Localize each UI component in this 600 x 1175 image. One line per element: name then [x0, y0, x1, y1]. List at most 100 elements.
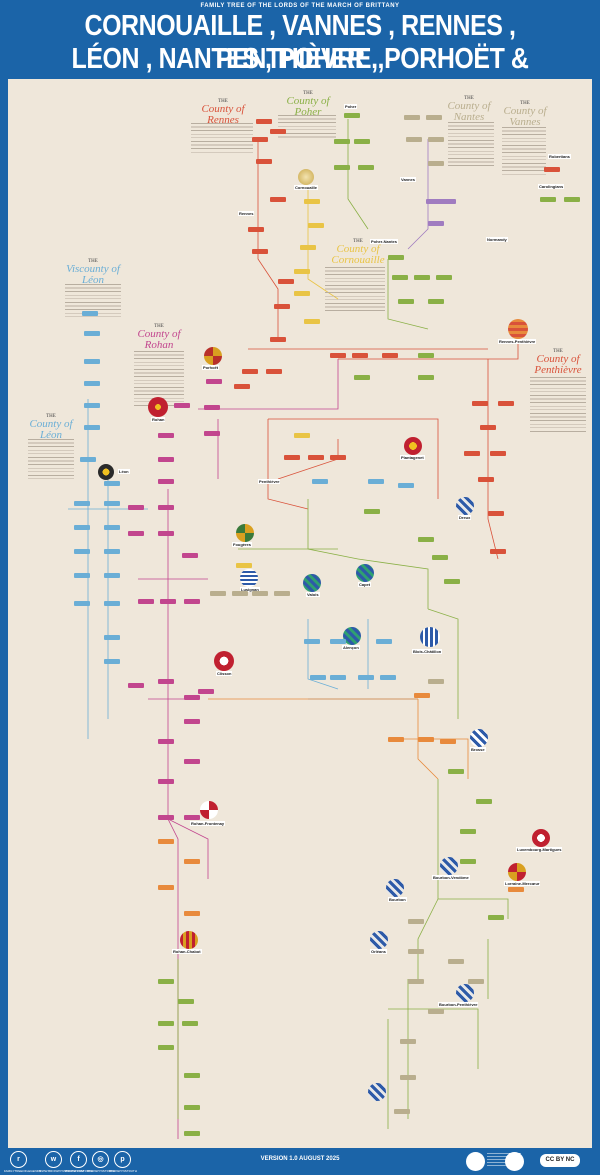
house-label-bourbon-penthievre: Bourbon-Penthièvre: [438, 1002, 479, 1007]
house-label-normandy: Normandy: [486, 237, 508, 242]
person-box: [184, 1105, 200, 1110]
person-box: [330, 455, 346, 460]
house-label-rohan-frontenay: Rohan-Frontenay: [190, 821, 226, 826]
instagram-icon[interactable]: ◎: [92, 1151, 109, 1168]
county-name: County of Rennes: [201, 103, 245, 126]
person-box: [270, 129, 286, 134]
person-box: [428, 221, 444, 226]
house-label-brosse: Brosse: [470, 747, 486, 752]
person-box: [376, 639, 392, 644]
person-box: [398, 483, 414, 488]
person-box: [184, 759, 200, 764]
person-box: [358, 165, 374, 170]
person-box: [74, 601, 90, 606]
county-the: THE: [46, 414, 56, 419]
brittany-branch-line: [267, 419, 309, 510]
person-box: [354, 139, 370, 144]
person-box: [270, 337, 286, 342]
person-box: [158, 679, 174, 684]
house-label-rennes: Rennes: [238, 211, 255, 216]
person-box: [428, 1009, 444, 1014]
person-box: [274, 591, 290, 596]
county-the: THE: [520, 101, 530, 106]
house-label-vannes: Vannes: [400, 177, 417, 182]
house-label-blois-chatillon: Blois-Châtillon: [412, 649, 443, 654]
person-box: [476, 799, 492, 804]
person-box: [432, 555, 448, 560]
person-box: [480, 425, 496, 430]
person-box: [472, 401, 488, 406]
pinterest-icon[interactable]: p: [114, 1151, 131, 1168]
dreux-line: [357, 558, 429, 609]
person-box: [84, 381, 100, 386]
person-box: [128, 683, 144, 688]
person-box: [158, 479, 174, 484]
website-icon[interactable]: w: [45, 1151, 62, 1168]
person-box: [74, 525, 90, 530]
county-description-penthievre: [530, 377, 586, 433]
house-label-porhoet: Porhoët: [202, 365, 220, 370]
county-label-rohan: THE County of Rohan: [134, 324, 184, 351]
person-box: [184, 1073, 200, 1078]
person-box: [330, 639, 346, 644]
person-box: [418, 737, 434, 742]
person-box: [232, 591, 248, 596]
house-label-carolingians: Carolingians: [538, 184, 565, 189]
person-box: [294, 291, 310, 296]
orleans-line: [388, 1008, 479, 1069]
person-box: [184, 815, 200, 820]
person-box: [158, 885, 174, 890]
poster-header: FAMILY TREE OF THE LORDS OF THE MARCH OF…: [0, 0, 600, 108]
person-box: [382, 353, 398, 358]
person-box: [266, 369, 282, 374]
person-box: [444, 579, 460, 584]
facebook-icon[interactable]: f: [70, 1151, 87, 1168]
person-box: [428, 137, 444, 142]
person-box: [184, 859, 200, 864]
person-box: [234, 384, 250, 389]
person-box: [330, 353, 346, 358]
person-box: [564, 197, 580, 202]
county-label-vannes: THE County of Vannes: [500, 101, 550, 128]
blois-line: [417, 699, 439, 780]
person-box: [158, 979, 174, 984]
house-label-dreux: Dreux: [458, 515, 472, 520]
person-box: [304, 639, 320, 644]
coat-of-arms-bourbon-vendome: [440, 857, 458, 875]
reddit-icon[interactable]: r: [10, 1151, 27, 1168]
badge-icon: [466, 1152, 485, 1171]
person-box: [448, 959, 464, 964]
person-box: [508, 887, 524, 892]
person-box: [284, 455, 300, 460]
person-box: [490, 549, 506, 554]
person-box: [428, 161, 444, 166]
family-tree-canvas: THE County of Rennes THE County of Poher…: [8, 79, 592, 1148]
coat-of-arms-luxembourg-martigues: [532, 829, 550, 847]
county-label-viscounty-leon: THE Viscounty of Léon: [63, 259, 123, 286]
person-box: [460, 829, 476, 834]
county-name: County of Vannes: [503, 105, 547, 128]
person-box: [82, 311, 98, 316]
county-label-nantes: THE County of Nantes: [444, 96, 494, 123]
person-box: [344, 113, 360, 118]
penthievre-link-line: [338, 339, 519, 360]
person-box: [182, 553, 198, 558]
person-box: [158, 1021, 174, 1026]
person-box: [478, 477, 494, 482]
person-box: [408, 979, 424, 984]
person-box: [184, 695, 200, 700]
porhoet-line: [198, 359, 339, 410]
person-box: [158, 505, 174, 510]
house-label-clisson: Clisson: [216, 671, 233, 676]
person-box: [158, 779, 174, 784]
house-label-plantagenet: Plantagenet: [400, 455, 425, 460]
person-box: [158, 815, 174, 820]
person-box: [104, 659, 120, 664]
person-box: [256, 119, 272, 124]
coat-of-arms-plantagenet: [404, 437, 422, 455]
person-box: [490, 451, 506, 456]
house-label-valois: Valois: [306, 592, 320, 597]
county-description-cornouaille: [325, 267, 385, 311]
poster-subtitle: FAMILY TREE OF THE LORDS OF THE MARCH OF…: [200, 3, 400, 9]
house-label-bourbon: Bourbon: [388, 897, 407, 902]
